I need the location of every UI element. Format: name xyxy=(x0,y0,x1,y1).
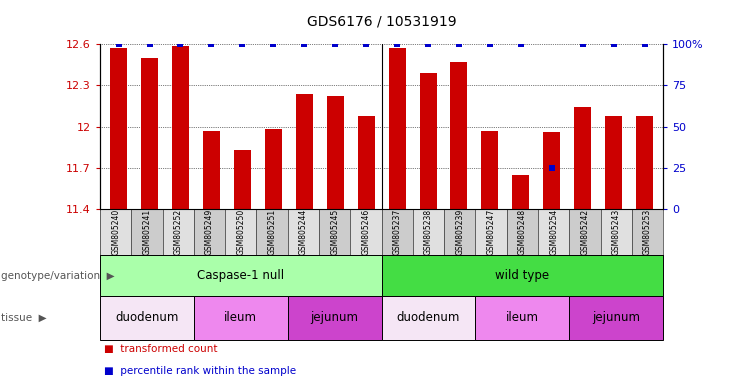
Text: GSM805252: GSM805252 xyxy=(173,209,183,255)
Bar xyxy=(358,116,375,209)
Text: duodenum: duodenum xyxy=(116,311,179,324)
Text: GSM805254: GSM805254 xyxy=(549,209,558,255)
Text: GSM805247: GSM805247 xyxy=(487,209,496,255)
Bar xyxy=(203,131,220,209)
Text: GSM805249: GSM805249 xyxy=(205,209,214,255)
Text: ileum: ileum xyxy=(225,311,257,324)
Text: wild type: wild type xyxy=(495,269,550,282)
Bar xyxy=(265,129,282,209)
Bar xyxy=(296,94,313,209)
Text: ■  percentile rank within the sample: ■ percentile rank within the sample xyxy=(104,366,296,376)
Text: GSM805244: GSM805244 xyxy=(299,209,308,255)
Bar xyxy=(512,175,529,209)
Text: tissue  ▶: tissue ▶ xyxy=(1,313,47,323)
Text: GSM805243: GSM805243 xyxy=(612,209,621,255)
Bar xyxy=(388,48,405,209)
Text: ■  transformed count: ■ transformed count xyxy=(104,344,217,354)
Text: jejunum: jejunum xyxy=(592,311,640,324)
Text: GSM805253: GSM805253 xyxy=(643,209,652,255)
Text: GSM805239: GSM805239 xyxy=(455,209,465,255)
Text: duodenum: duodenum xyxy=(397,311,460,324)
Bar xyxy=(574,108,591,209)
Bar xyxy=(605,116,622,209)
Text: GSM805237: GSM805237 xyxy=(393,209,402,255)
Text: GDS6176 / 10531919: GDS6176 / 10531919 xyxy=(307,14,456,28)
Bar xyxy=(110,48,127,209)
Text: jejunum: jejunum xyxy=(310,311,359,324)
Text: genotype/variation  ▶: genotype/variation ▶ xyxy=(1,270,115,281)
Bar xyxy=(141,58,158,209)
Text: GSM805238: GSM805238 xyxy=(424,209,433,255)
Bar xyxy=(234,150,251,209)
Bar xyxy=(327,96,344,209)
Text: GSM805246: GSM805246 xyxy=(362,209,370,255)
Text: GSM805241: GSM805241 xyxy=(142,209,151,255)
Bar xyxy=(172,46,189,209)
Text: GSM805251: GSM805251 xyxy=(268,209,276,255)
Bar xyxy=(636,116,653,209)
Text: GSM805245: GSM805245 xyxy=(330,209,339,255)
Bar xyxy=(419,73,436,209)
Bar xyxy=(482,131,499,209)
Text: GSM805242: GSM805242 xyxy=(580,209,590,255)
Text: GSM805248: GSM805248 xyxy=(518,209,527,255)
Text: GSM805240: GSM805240 xyxy=(111,209,120,255)
Text: ileum: ileum xyxy=(506,311,539,324)
Text: GSM805250: GSM805250 xyxy=(236,209,245,255)
Bar xyxy=(543,132,560,209)
Text: Caspase-1 null: Caspase-1 null xyxy=(197,269,285,282)
Bar xyxy=(451,62,468,209)
